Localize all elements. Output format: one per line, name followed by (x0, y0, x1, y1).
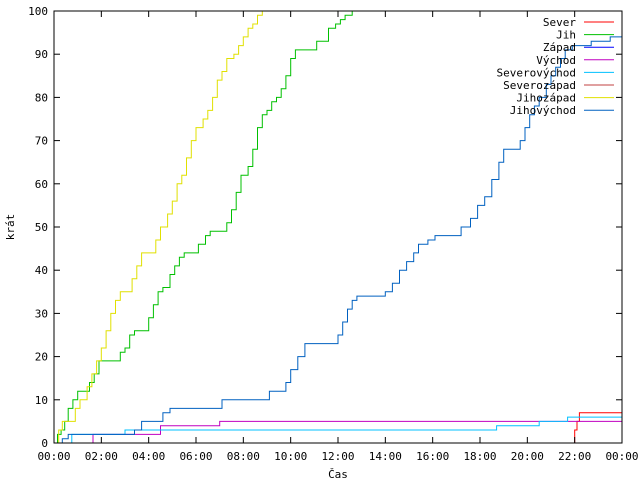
y-tick-label: 70 (35, 135, 48, 148)
y-tick-label: 90 (35, 48, 48, 61)
x-tick-label: 00:00 (605, 450, 638, 463)
y-tick-label: 20 (35, 351, 48, 364)
x-tick-label: 22:00 (558, 450, 591, 463)
legend-label-1: Sever (543, 16, 576, 29)
x-tick-label: 06:00 (179, 450, 212, 463)
series-layer (54, 11, 622, 443)
y-tick-label: 50 (35, 221, 48, 234)
legend-label-2: Jih (556, 29, 576, 42)
series-line-7 (55, 11, 622, 443)
legend-label-7: Jihozápad (516, 92, 576, 105)
x-tick-label: 16:00 (416, 450, 449, 463)
y-tick-label: 80 (35, 91, 48, 104)
y-tick-label: 60 (35, 178, 48, 191)
x-tick-label: 08:00 (227, 450, 260, 463)
y-tick-label: 100 (28, 5, 48, 18)
legend-label-6: Severozápad (503, 79, 576, 92)
series-line-4 (91, 420, 622, 443)
x-tick-label: 10:00 (274, 450, 307, 463)
x-axis-title: Čas (328, 468, 348, 480)
y-tick-label: 30 (35, 307, 48, 320)
y-tick-label: 40 (35, 264, 48, 277)
x-tick-label: 12:00 (321, 450, 354, 463)
legend: SeverJihZápadVýchodSeverovýchodSeverozáp… (497, 16, 614, 117)
legend-label-5: Severovýchod (497, 66, 576, 79)
y-tick-label: 0 (41, 437, 48, 450)
series-line-2 (55, 11, 622, 443)
series-line-8 (61, 36, 622, 443)
x-tick-label: 04:00 (132, 450, 165, 463)
x-tick-label: 14:00 (369, 450, 402, 463)
y-tick-label: 10 (35, 394, 48, 407)
ticks-layer: 00:00 02:00 04:00 06:00 08:00 10:00 12:00 14:00… (28, 5, 638, 463)
x-tick-label: 00:00 (37, 450, 70, 463)
x-tick-label: 20:00 (511, 450, 544, 463)
y-axis-title: krát (4, 214, 17, 241)
x-tick-label: 18:00 (463, 450, 496, 463)
x-tick-label: 02:00 (85, 450, 118, 463)
legend-label-3: Západ (543, 41, 576, 54)
legend-label-4: Východ (536, 54, 576, 67)
legend-label-8: Jihovýchod (510, 104, 576, 117)
